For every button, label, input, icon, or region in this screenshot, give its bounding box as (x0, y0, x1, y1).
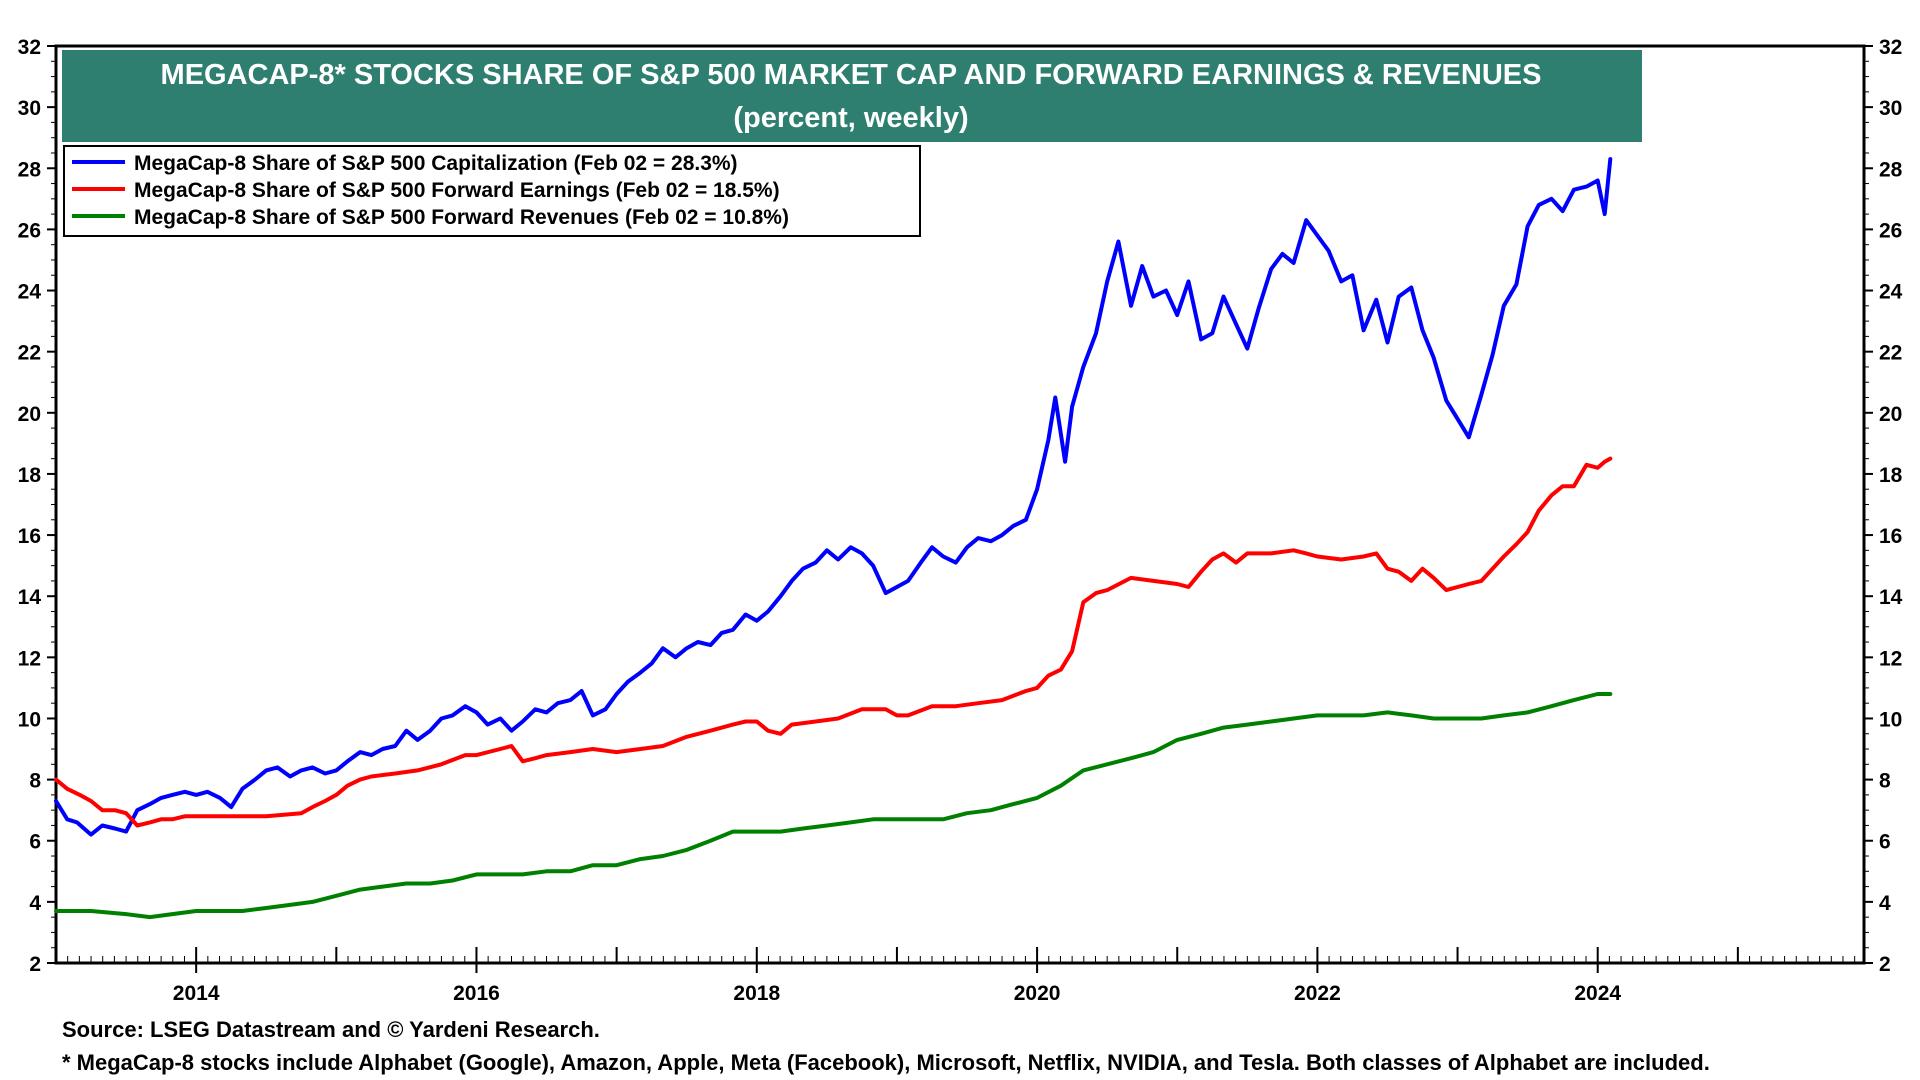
y-tick-label-right: 32 (1879, 36, 1902, 59)
chart-title-box: MEGACAP-8* STOCKS SHARE OF S&P 500 MARKE… (62, 50, 1642, 142)
y-tick-label-right: 26 (1879, 219, 1902, 242)
y-tick-label-left: 2 (29, 953, 41, 976)
footnote-megacap-definition: * MegaCap-8 stocks include Alphabet (Goo… (62, 1050, 1710, 1075)
y-tick-label-left: 4 (29, 892, 41, 915)
y-tick-label-right: 16 (1879, 525, 1902, 548)
capitalization-line (54, 157, 1613, 837)
y-tick-label-right: 22 (1879, 342, 1902, 365)
forward-earnings-line (54, 456, 1613, 828)
y-tick-label-left: 32 (18, 36, 41, 59)
legend: MegaCap-8 Share of S&P 500 Capitalizatio… (63, 145, 921, 237)
x-tick-label: 2018 (733, 982, 780, 1005)
series-layer (54, 157, 1613, 920)
x-tick-label: 2022 (1294, 982, 1341, 1005)
y-tick-label-left: 14 (18, 586, 42, 609)
legend-label-forward-revenues: MegaCap-8 Share of S&P 500 Forward Reven… (134, 206, 789, 229)
x-tick-label: 2014 (173, 982, 220, 1005)
y-tick-label-right: 4 (1879, 892, 1891, 915)
y-tick-label-left: 6 (29, 831, 41, 854)
y-tick-label-left: 16 (18, 525, 41, 548)
legend-label-forward-earnings: MegaCap-8 Share of S&P 500 Forward Earni… (134, 179, 780, 202)
y-tick-label-left: 10 (18, 708, 41, 731)
chart-subtitle: (percent, weekly) (733, 102, 968, 134)
x-tick-label: 2016 (453, 982, 500, 1005)
chart-title: MEGACAP-8* STOCKS SHARE OF S&P 500 MARKE… (161, 59, 1542, 91)
y-tick-label-right: 28 (1879, 158, 1903, 181)
y-tick-label-right: 6 (1879, 831, 1891, 854)
forward-revenues-line (54, 692, 1613, 920)
y-tick-label-left: 24 (18, 281, 42, 304)
y-tick-label-left: 22 (18, 342, 41, 365)
y-tick-label-right: 30 (1879, 97, 1902, 120)
y-tick-label-left: 18 (18, 464, 42, 487)
y-tick-label-right: 10 (1879, 708, 1902, 731)
y-tick-label-right: 14 (1879, 586, 1903, 609)
y-tick-label-right: 2 (1879, 953, 1891, 976)
source-note: Source: LSEG Datastream and © Yardeni Re… (62, 1017, 600, 1042)
chart-title-background (62, 50, 1642, 142)
y-tick-label-left: 28 (18, 158, 42, 181)
y-tick-label-left: 20 (18, 403, 41, 426)
y-tick-label-left: 30 (18, 97, 41, 120)
y-tick-label-right: 12 (1879, 647, 1902, 670)
y-tick-label-right: 24 (1879, 281, 1903, 304)
legend-box (63, 145, 921, 237)
x-tick-label: 2024 (1574, 982, 1621, 1005)
x-tick-label: 2020 (1014, 982, 1061, 1005)
y-tick-label-left: 12 (18, 647, 41, 670)
y-tick-label-left: 8 (29, 770, 41, 793)
y-tick-label-left: 26 (18, 219, 41, 242)
y-tick-label-right: 18 (1879, 464, 1903, 487)
y-tick-label-right: 20 (1879, 403, 1902, 426)
y-tick-label-right: 8 (1879, 770, 1891, 793)
legend-label-capitalization: MegaCap-8 Share of S&P 500 Capitalizatio… (134, 152, 738, 175)
